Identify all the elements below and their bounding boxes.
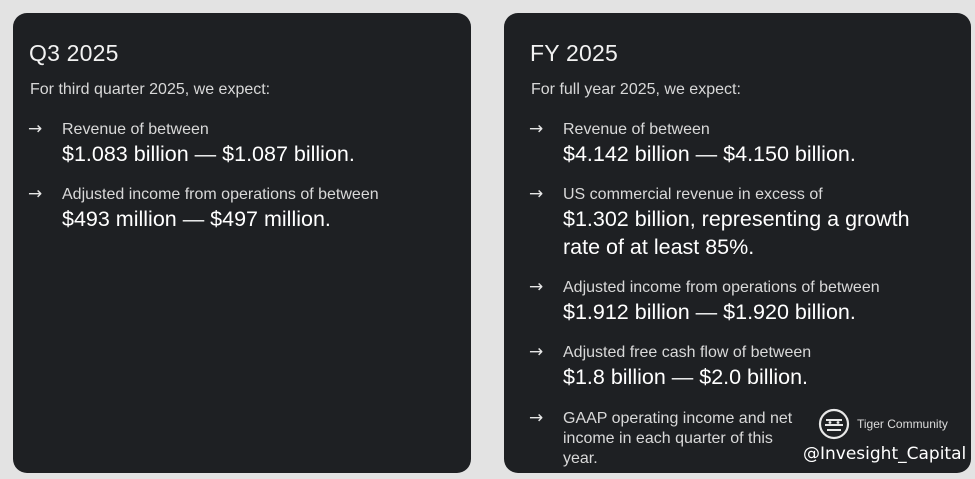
arrow-right-icon: → [529,277,544,297]
arrow-right-icon: → [28,119,43,139]
fy-item-value: $1.302 billion, representing a growth ra… [563,207,910,259]
fy-item-gaap: → GAAP operating income and net income i… [529,408,811,469]
q3-item-label: Adjusted income from operations of betwe… [62,186,379,203]
fy-item-us-commercial: → US commercial revenue in excess of $1.… [529,184,941,261]
watermark-brand: Tiger Community [857,417,948,431]
q3-item-value: $493 million — $497 million. [62,207,331,231]
fy-item-label: US commercial revenue in excess of [563,186,823,203]
fy-item-adjusted-income: → Adjusted income from operations of bet… [529,277,961,326]
fy-item-label: Adjusted income from operations of betwe… [563,279,880,296]
fy-title: FY 2025 [530,40,618,66]
arrow-right-icon: → [529,342,544,362]
fy-item-value: $1.8 billion — $2.0 billion. [563,365,809,389]
q3-title: Q3 2025 [29,40,119,66]
tiger-community-logo-icon [818,408,850,440]
q3-item-revenue: → Revenue of between $1.083 billion — $1… [28,119,461,168]
fy-item-value: $4.142 billion — $4.150 billion. [563,142,856,166]
arrow-right-icon: → [529,408,544,428]
fy-item-free-cash-flow: → Adjusted free cash flow of between $1.… [529,342,961,391]
fy-item-label: GAAP operating income and net income in … [563,410,793,467]
arrow-right-icon: → [28,184,43,204]
q3-intro: For third quarter 2025, we expect: [30,81,271,98]
arrow-right-icon: → [529,184,544,204]
q3-guidance-card: Q3 2025 For third quarter 2025, we expec… [13,13,471,473]
q3-item-value: $1.083 billion — $1.087 billion. [62,142,355,166]
fy-item-label: Revenue of between [563,121,710,138]
fy-guidance-card: FY 2025 For full year 2025, we expect: →… [504,13,971,473]
watermark-handle: @Invesight_Capital [803,444,967,464]
fy-item-revenue: → Revenue of between $4.142 billion — $4… [529,119,961,168]
arrow-right-icon: → [529,119,544,139]
fy-item-value: $1.912 billion — $1.920 billion. [563,300,856,324]
q3-item-label: Revenue of between [62,121,209,138]
q3-item-adjusted-income: → Adjusted income from operations of bet… [28,184,461,233]
fy-item-label: Adjusted free cash flow of between [563,344,812,361]
fy-intro: For full year 2025, we expect: [531,81,741,98]
